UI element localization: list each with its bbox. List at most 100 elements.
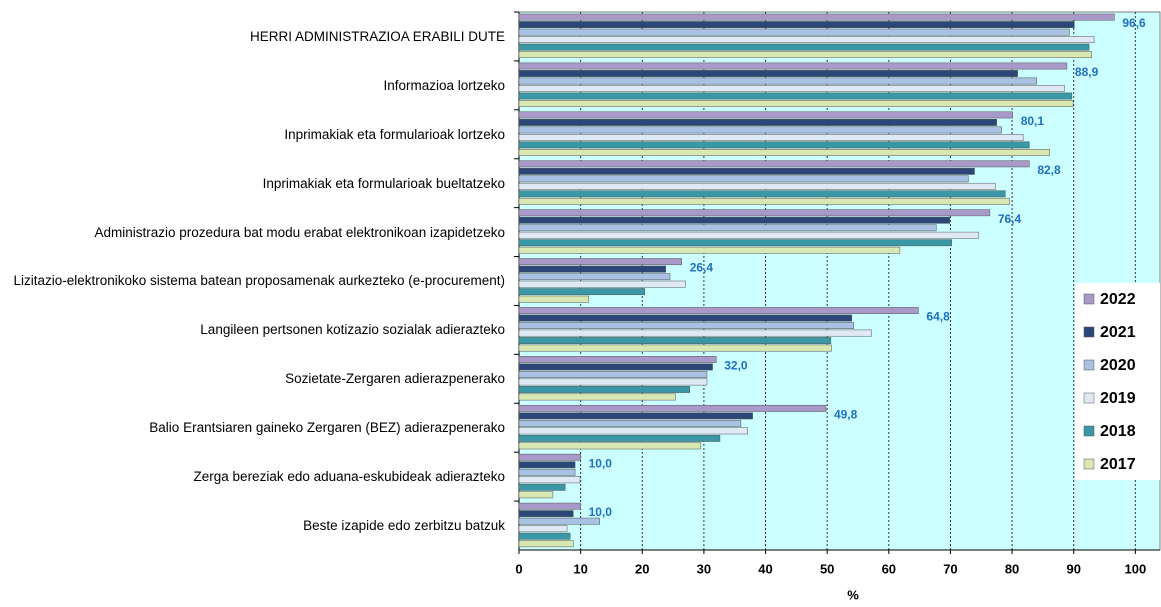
legend-label: 2021	[1100, 324, 1136, 341]
y-tick-label: Inprimakiak eta formularioak bueltatzeko	[262, 175, 505, 191]
data-label: 88,9	[1075, 65, 1099, 79]
bar	[518, 307, 919, 314]
data-label: 32,0	[724, 358, 748, 372]
data-label: 10,0	[589, 505, 613, 519]
legend-label: 2019	[1100, 390, 1136, 407]
bar	[518, 442, 702, 450]
bar	[518, 404, 827, 412]
bar	[518, 197, 1010, 205]
bar	[518, 134, 1024, 141]
bar	[518, 468, 576, 476]
data-label: 49,8	[834, 407, 858, 421]
bar	[518, 51, 1092, 59]
legend-label: 2018	[1100, 423, 1136, 440]
data-label: 10,0	[589, 456, 613, 470]
legend-box	[1075, 283, 1160, 480]
bar	[518, 182, 996, 190]
bar	[518, 126, 1002, 134]
category-label-box: Beste izapide edo zerbitzu batzuk	[303, 501, 505, 550]
bar	[518, 502, 581, 510]
bar	[518, 288, 645, 296]
y-tick-label: Lizitazio-elektronikoko sistema batean p…	[13, 273, 506, 289]
data-label: 64,8	[926, 310, 950, 324]
y-tick-label: Balio Erantsiaren gaineko Zergaren (BEZ)…	[149, 420, 505, 436]
bar	[518, 314, 853, 322]
bar	[518, 141, 1030, 149]
bar	[518, 167, 975, 175]
legend-swatch	[1083, 458, 1095, 470]
bar	[518, 483, 566, 491]
data-label: 76,4	[998, 212, 1022, 226]
bar	[518, 295, 589, 303]
bar	[518, 175, 969, 183]
category-label-box: Langileen pertsonen kotizazio sozialak a…	[200, 305, 505, 354]
bar	[518, 532, 571, 540]
category-label-box: Zerga bereziak edo aduana-eskubideak adi…	[194, 452, 505, 501]
legend: 2022 2021 2020 2019 2018 2017	[1075, 283, 1160, 480]
bar	[518, 337, 832, 344]
data-label: 26,4	[690, 261, 714, 275]
bar	[518, 28, 1070, 36]
x-tick-label: 80	[1005, 561, 1019, 576]
bar	[518, 491, 554, 499]
data-label: 82,8	[1037, 163, 1061, 177]
bar	[518, 190, 1006, 198]
y-tick-label: Administrazio prozedura bat modu erabat …	[94, 224, 505, 240]
category-label-box: Balio Erantsiaren gaineko Zergaren (BEZ)…	[149, 403, 505, 452]
legend-label: 2022	[1100, 291, 1136, 308]
y-tick-label: HERRI ADMINISTRAZIOA ERABILI DUTE	[249, 28, 505, 44]
x-tick-label: 10	[573, 561, 587, 576]
category-label-box: Administrazio prozedura bat modu erabat …	[95, 208, 505, 257]
bar	[518, 258, 682, 266]
bar	[518, 43, 1090, 51]
x-tick-label: 20	[635, 561, 649, 576]
bar	[518, 525, 568, 533]
bar	[518, 461, 576, 469]
legend-label: 2020	[1100, 357, 1136, 374]
legend-swatch	[1083, 326, 1095, 338]
bar	[518, 209, 991, 217]
legend-label: 2017	[1100, 456, 1136, 473]
x-tick-label: 90	[1066, 561, 1080, 576]
bar	[518, 111, 1013, 119]
bar	[518, 77, 1037, 85]
bar	[518, 280, 686, 288]
bar	[518, 434, 721, 442]
legend-swatch	[1083, 293, 1095, 305]
bar	[518, 510, 574, 518]
bar	[518, 119, 997, 126]
legend-swatch	[1083, 392, 1095, 404]
bar	[518, 540, 574, 548]
x-tick-label: 100	[1124, 561, 1146, 576]
x-tick-label: 60	[882, 561, 896, 576]
bar	[518, 70, 1018, 77]
bar	[518, 356, 717, 363]
bar	[518, 322, 854, 329]
category-label-box: HERRI ADMINISTRAZIOA ERABILI DUTE	[250, 12, 505, 61]
bar	[518, 216, 951, 224]
category-label-box: Sozietate-Zergaren adierazpenerako	[285, 354, 505, 403]
bar	[518, 13, 1115, 21]
bar	[518, 239, 952, 247]
bar	[518, 62, 1068, 70]
data-label: 96,6	[1122, 16, 1146, 30]
bar	[518, 36, 1095, 44]
bar	[518, 160, 1030, 168]
bar	[518, 419, 742, 427]
bar	[518, 92, 1073, 100]
bar	[518, 386, 690, 393]
y-tick-label: Beste izapide edo zerbitzu batzuk	[303, 518, 505, 534]
x-tick-label: 0	[515, 561, 522, 576]
bar	[518, 476, 581, 484]
y-tick-label: Informazioa lortzeko	[383, 77, 505, 93]
bar	[518, 344, 832, 352]
y-tick-label: Inprimakiak eta formularioak lortzeko	[284, 126, 505, 142]
legend-swatch	[1083, 425, 1095, 437]
bar	[518, 371, 708, 378]
x-tick-label: 50	[820, 561, 834, 576]
bar	[518, 378, 708, 386]
y-tick-label: Sozietate-Zergaren adierazpenerako	[285, 371, 505, 387]
bar	[518, 100, 1074, 107]
bar	[518, 231, 980, 239]
